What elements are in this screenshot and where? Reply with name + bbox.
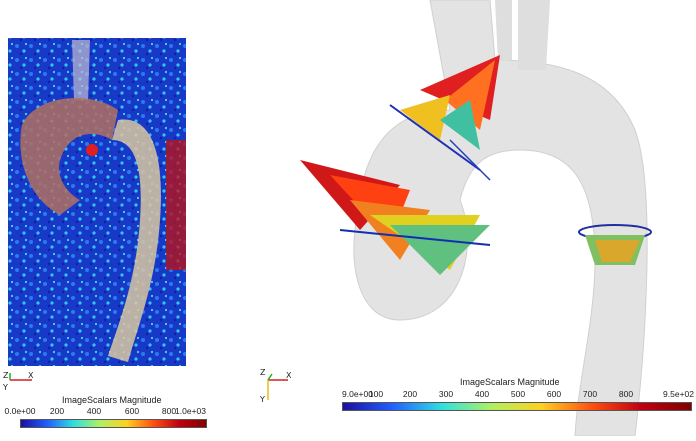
colorbar (20, 419, 207, 428)
right-render-view[interactable]: Z X Y ImageScalars Magnitude 9.0e+00 100… (250, 0, 696, 437)
orientation-axes (267, 373, 288, 400)
axis-y-label: Y (3, 383, 8, 392)
aorta-3d-render[interactable] (250, 0, 696, 437)
mri-slice-render[interactable] (0, 0, 200, 436)
high-intensity-region (166, 140, 186, 270)
colorbar-tick: 200 (49, 406, 65, 416)
colorbar-tick: 800 (161, 406, 177, 416)
velocity-glyphs-descending (578, 224, 652, 265)
colorbar (342, 402, 692, 411)
colorbar-tick: 9.5e+02 (663, 389, 694, 399)
orientation-axes (9, 373, 32, 381)
colorbar-tick: 400 (474, 389, 490, 399)
colorbar-tick: 500 (510, 389, 526, 399)
colorbar-title: ImageScalars Magnitude (62, 395, 162, 405)
vessel-branch-overlay (72, 40, 90, 100)
colorbar-tick: 1.0e+03 (175, 406, 206, 416)
colorbar-tick: 600 (124, 406, 140, 416)
colorbar-title: ImageScalars Magnitude (460, 377, 560, 387)
colorbar-tick: 600 (546, 389, 562, 399)
colorbar-tick: 400 (86, 406, 102, 416)
axis-z-label: Z (260, 368, 266, 377)
hotspot (86, 144, 98, 156)
colorbar-tick: 9.0e+00 (342, 389, 373, 399)
colorbar-tick: 0.0e+00 (4, 406, 36, 416)
velocity-glyphs-upper (389, 55, 500, 181)
branch-vessel (518, 0, 550, 70)
colorbar-tick: 100 (368, 389, 384, 399)
branch-vessel (495, 0, 512, 62)
aorta-overlay (108, 119, 161, 362)
colorbar-tick: 200 (402, 389, 418, 399)
axis-x-label: X (286, 371, 292, 380)
left-render-view[interactable]: Z X Y ImageScalars Magnitude 0.0e+00 200… (0, 0, 207, 436)
aorta-mesh (353, 0, 648, 437)
axis-x-label: X (28, 371, 34, 380)
aortic-root-overlay (20, 98, 118, 215)
axis-z-label: Z (3, 371, 9, 380)
colorbar-tick: 800 (618, 389, 634, 399)
velocity-glyphs-root (300, 160, 491, 275)
axis-y-label: Y (260, 395, 265, 404)
colorbar-tick: 300 (438, 389, 454, 399)
colorbar-tick: 700 (582, 389, 598, 399)
